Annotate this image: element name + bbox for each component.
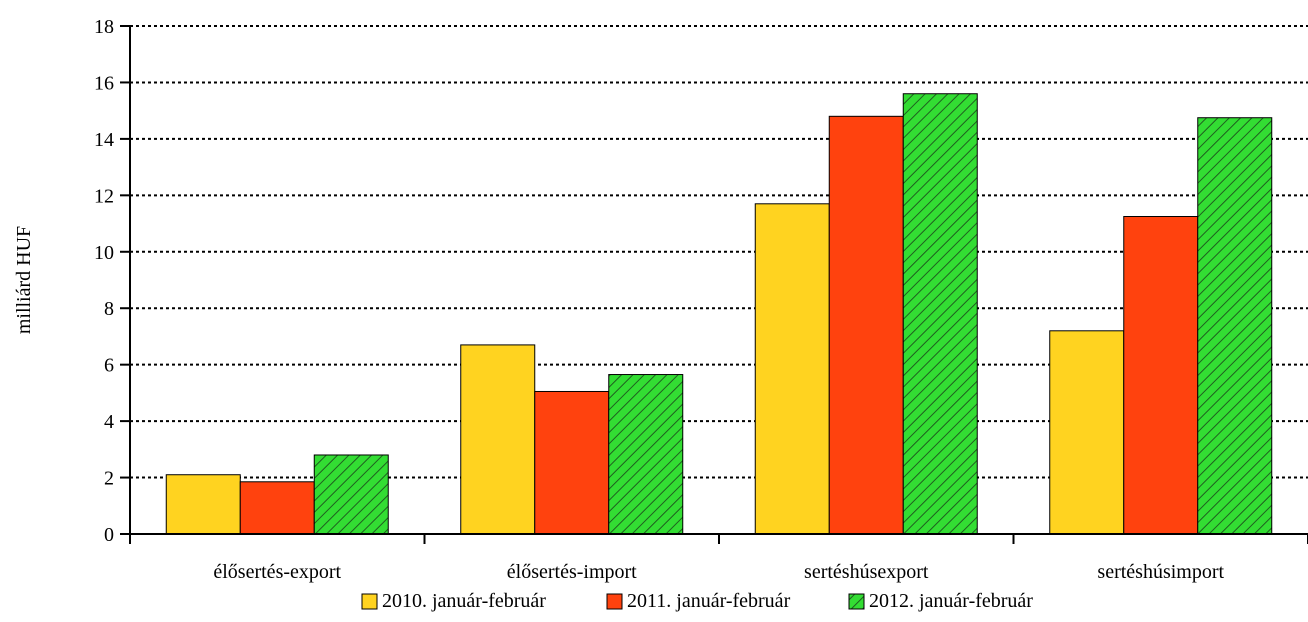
bars [165, 93, 1273, 535]
y-tick-label: 0 [104, 524, 114, 546]
legend-label: 2010. január-február [382, 590, 546, 612]
bar [460, 344, 536, 535]
y-tick-label: 6 [104, 355, 114, 377]
bar [313, 454, 389, 535]
y-tick-label: 10 [94, 242, 114, 264]
y-tick-label: 8 [104, 298, 114, 320]
y-tick-label: 18 [94, 16, 114, 38]
y-tick-label: 2 [104, 468, 114, 490]
bar [608, 374, 684, 535]
legend: 2010. január-február 2011. január-február… [361, 590, 1033, 612]
bar [754, 203, 830, 535]
bar [1197, 117, 1273, 535]
x-tick-label: sertéshúsexport [804, 561, 929, 583]
x-tick-label: sertéshúsimport [1097, 561, 1224, 583]
legend-label: 2012. január-február [869, 590, 1033, 612]
y-tick-label: 16 [94, 72, 114, 94]
x-tick-label: élősertés-export [213, 561, 341, 583]
bar [1049, 330, 1125, 535]
bar [902, 93, 978, 535]
labels: 0 2 4 6 8 10 12 14 16 18 élősertés-export élősertés… [13, 16, 1225, 583]
y-tick-label: 4 [104, 411, 114, 433]
legend-swatch [606, 593, 623, 610]
legend-label: 2011. január-február [627, 590, 791, 612]
x-tick-label: élősertés-import [507, 561, 637, 583]
legend-swatch [848, 593, 865, 610]
y-tick-label: 12 [94, 185, 114, 207]
axes [120, 25, 1308, 544]
gridlines [130, 25, 1308, 479]
bar [165, 474, 241, 535]
y-tick-label: 14 [94, 129, 114, 151]
bar [1123, 216, 1199, 535]
legend-swatch [361, 593, 378, 610]
y-axis-label: milliárd HUF [13, 226, 35, 334]
bar [828, 115, 904, 535]
bar [534, 390, 610, 535]
bar [239, 481, 315, 535]
